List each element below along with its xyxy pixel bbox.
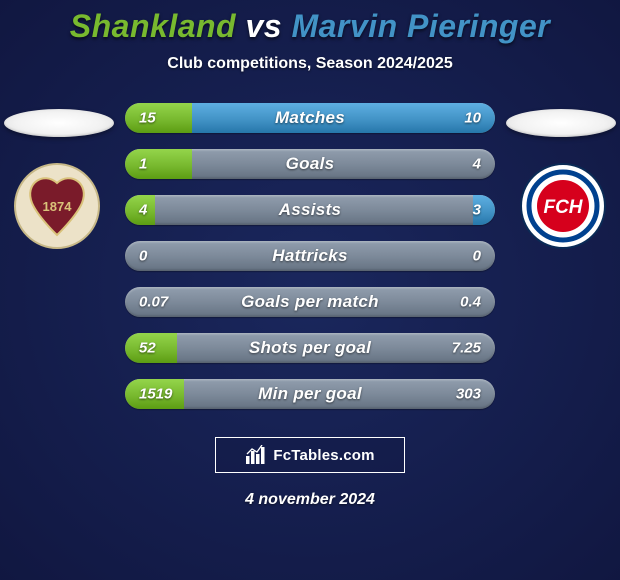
footer-date: 4 november 2024 xyxy=(0,491,620,509)
stat-row: 52 Shots per goal 7.25 xyxy=(125,333,495,363)
stat-value-left: 1 xyxy=(139,156,147,173)
stat-value-left: 15 xyxy=(139,110,156,127)
stat-fill-left xyxy=(125,103,192,133)
svg-text:FCH: FCH xyxy=(543,197,583,218)
stat-value-left: 0 xyxy=(139,248,147,265)
stat-row: 4 Assists 3 xyxy=(125,195,495,225)
stat-name: Goals xyxy=(286,154,335,174)
stat-name: Assists xyxy=(279,200,342,220)
bars-icon xyxy=(245,445,267,465)
comparison-panel: 1874 FCH 15 Matches 10 1 Goals 4 4 Assists 3 0 Hat… xyxy=(0,103,620,409)
stat-name: Matches xyxy=(275,108,345,128)
title-player1: Shankland xyxy=(70,8,236,44)
hearts-crest-icon: 1874 xyxy=(14,163,100,249)
stat-row: 1 Goals 4 xyxy=(125,149,495,179)
stat-name: Goals per match xyxy=(241,292,379,312)
player2-oval xyxy=(506,109,616,137)
subtitle: Club competitions, Season 2024/2025 xyxy=(0,55,620,73)
title-vs: vs xyxy=(245,8,282,44)
stat-value-right: 3 xyxy=(473,202,481,219)
club-badge-right: FCH xyxy=(520,163,606,249)
page-title: Shankland vs Marvin Pieringer xyxy=(0,8,620,45)
stat-fill-left xyxy=(125,149,192,179)
fctables-text: FcTables.com xyxy=(273,447,374,464)
stat-name: Shots per goal xyxy=(249,338,371,358)
club-badge-left: 1874 xyxy=(14,163,100,249)
stat-value-right: 0 xyxy=(473,248,481,265)
stat-name: Hattricks xyxy=(272,246,347,266)
fctables-logo: FcTables.com xyxy=(215,437,405,473)
stat-value-left: 52 xyxy=(139,340,156,357)
stat-value-right: 4 xyxy=(473,156,481,173)
stat-name: Min per goal xyxy=(258,384,362,404)
stat-value-left: 0.07 xyxy=(139,294,168,311)
stat-value-left: 4 xyxy=(139,202,147,219)
player1-oval xyxy=(4,109,114,137)
stat-bars: 15 Matches 10 1 Goals 4 4 Assists 3 0 Hattricks 0 0.… xyxy=(125,103,495,409)
stat-value-right: 7.25 xyxy=(452,340,481,357)
stat-row: 0 Hattricks 0 xyxy=(125,241,495,271)
stat-value-left: 1519 xyxy=(139,386,172,403)
stat-row: 0.07 Goals per match 0.4 xyxy=(125,287,495,317)
svg-text:1874: 1874 xyxy=(43,199,73,214)
stat-value-right: 303 xyxy=(456,386,481,403)
stat-value-right: 0.4 xyxy=(460,294,481,311)
stat-row: 1519 Min per goal 303 xyxy=(125,379,495,409)
content-root: Shankland vs Marvin Pieringer Club compe… xyxy=(0,0,620,580)
stat-row: 15 Matches 10 xyxy=(125,103,495,133)
title-player2: Marvin Pieringer xyxy=(291,8,550,44)
stat-value-right: 10 xyxy=(464,110,481,127)
heidenheim-crest-icon: FCH xyxy=(520,163,606,249)
